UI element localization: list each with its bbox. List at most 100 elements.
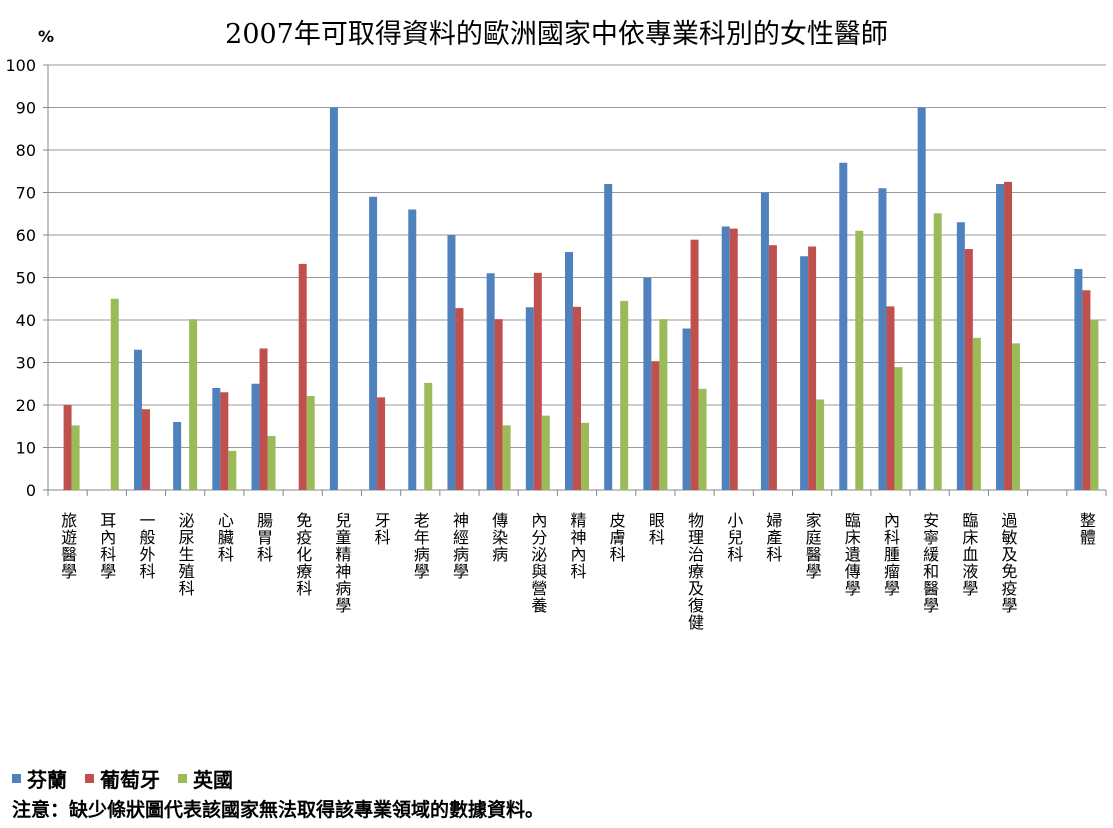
x-tick-label: 婦產科 <box>763 512 782 563</box>
bar <box>1004 181 1013 490</box>
legend-label-uk: 英國 <box>193 768 233 792</box>
bar <box>651 361 660 490</box>
bar <box>565 252 573 490</box>
legend-label-finland: 芬蘭 <box>27 768 67 792</box>
bar <box>298 263 307 490</box>
y-axis-unit: % <box>38 27 55 46</box>
y-tick-label: 70 <box>16 184 36 203</box>
bar <box>110 298 119 490</box>
bar <box>620 300 629 490</box>
bar <box>141 409 150 490</box>
x-tick-label: 神經病學 <box>450 512 469 580</box>
bar <box>525 307 534 490</box>
legend-swatch-portugal <box>85 774 94 783</box>
x-tick-label: 耳內科學 <box>97 512 116 580</box>
bar <box>189 319 198 490</box>
bar <box>133 349 142 490</box>
y-tick-label: 0 <box>26 481 36 500</box>
y-tick-label: 50 <box>16 269 36 288</box>
x-tick-label: 整體 <box>1077 512 1096 546</box>
x-tick-label: 眼科 <box>646 512 665 546</box>
bar <box>972 337 981 490</box>
bar <box>533 272 542 490</box>
y-tick-label: 30 <box>16 354 36 373</box>
bar <box>682 328 691 490</box>
bar <box>604 184 613 490</box>
x-tick-label: 老年病學 <box>411 512 430 580</box>
x-tick-label: 內科腫瘤學 <box>881 512 900 597</box>
legend-item-uk: 英國 <box>178 764 233 793</box>
bar <box>878 188 887 490</box>
bar <box>267 436 276 490</box>
bar <box>698 388 707 490</box>
y-tick-label: 80 <box>16 141 36 160</box>
bar <box>956 222 965 490</box>
legend: 芬蘭 葡萄牙 英國 <box>12 764 251 793</box>
x-tick-label: 免疫化療科 <box>293 512 312 597</box>
x-tick-label: 牙科 <box>372 512 391 546</box>
bar-chart: 0 10 20 30 40 50 60 70 80 90 100 旅遊醫學 耳內科學 一般外科 泌尿生殖科 心… <box>5 56 1107 631</box>
bar <box>894 367 903 490</box>
bar <box>996 184 1005 490</box>
bar <box>729 228 738 490</box>
bar <box>886 306 895 490</box>
bar <box>424 382 433 490</box>
bar <box>306 396 315 490</box>
bar <box>541 415 550 490</box>
x-tick-label: 物理治療及復健 <box>685 512 704 631</box>
chart-title: 2007年可取得資料的歐洲國家中依專業科別的女性醫師 <box>225 19 888 50</box>
legend-item-portugal: 葡萄牙 <box>85 764 160 793</box>
x-tick-label: 精神內科 <box>568 512 587 580</box>
footnote: 注意：缺少條狀圖代表該國家無法取得該專業領域的數據資料。 <box>12 799 545 821</box>
x-tick-label: 臨床遺傳學 <box>842 512 861 597</box>
x-tick-label: 家庭醫學 <box>803 512 822 580</box>
bar <box>1074 269 1083 490</box>
bar <box>455 308 464 490</box>
y-tick-label: 20 <box>16 396 36 415</box>
x-tick-label: 臨床血液學 <box>959 512 978 597</box>
x-tick-label: 兒童精神病學 <box>332 512 351 614</box>
bar <box>486 273 495 490</box>
y-tick-label: 60 <box>16 226 36 245</box>
x-tick-label: 傳染病 <box>489 512 508 563</box>
bar <box>721 226 730 490</box>
bar <box>800 256 809 490</box>
bar <box>212 388 221 490</box>
legend-swatch-finland <box>12 774 21 783</box>
legend-item-finland: 芬蘭 <box>12 764 67 793</box>
x-tick-label: 安寧緩和醫學 <box>920 512 939 614</box>
bar <box>643 277 652 490</box>
x-tick-label: 皮膚科 <box>607 512 626 563</box>
bar <box>228 450 237 490</box>
bar <box>369 196 378 490</box>
bar <box>494 319 503 490</box>
bar <box>659 319 668 490</box>
bar <box>760 192 769 490</box>
bar <box>259 348 268 490</box>
bar <box>377 397 386 490</box>
bar <box>1090 320 1099 490</box>
x-tick-label: 一般外科 <box>136 512 155 580</box>
bar <box>690 239 699 490</box>
x-tick-label: 內分泌與營養 <box>528 512 547 614</box>
legend-label-portugal: 葡萄牙 <box>100 768 160 792</box>
x-tick-label: 腸胃科 <box>254 512 273 563</box>
bar <box>173 422 182 490</box>
bar <box>1082 290 1091 490</box>
y-tick-label: 40 <box>16 311 36 330</box>
y-tick-label: 90 <box>16 99 36 118</box>
bar <box>447 235 456 490</box>
bar <box>329 107 338 490</box>
bar <box>573 306 581 490</box>
bar <box>855 230 864 490</box>
x-tick-label: 過敏及免疫學 <box>999 512 1018 614</box>
bar <box>917 107 926 490</box>
x-tick-label: 旅遊醫學 <box>58 512 77 580</box>
bar <box>1012 343 1021 490</box>
bar <box>816 399 825 490</box>
bar <box>839 162 848 490</box>
x-tick-label: 心臟科 <box>215 512 234 563</box>
x-tick-label: 泌尿生殖科 <box>176 512 195 597</box>
bar <box>63 405 72 490</box>
legend-swatch-uk <box>178 774 187 783</box>
